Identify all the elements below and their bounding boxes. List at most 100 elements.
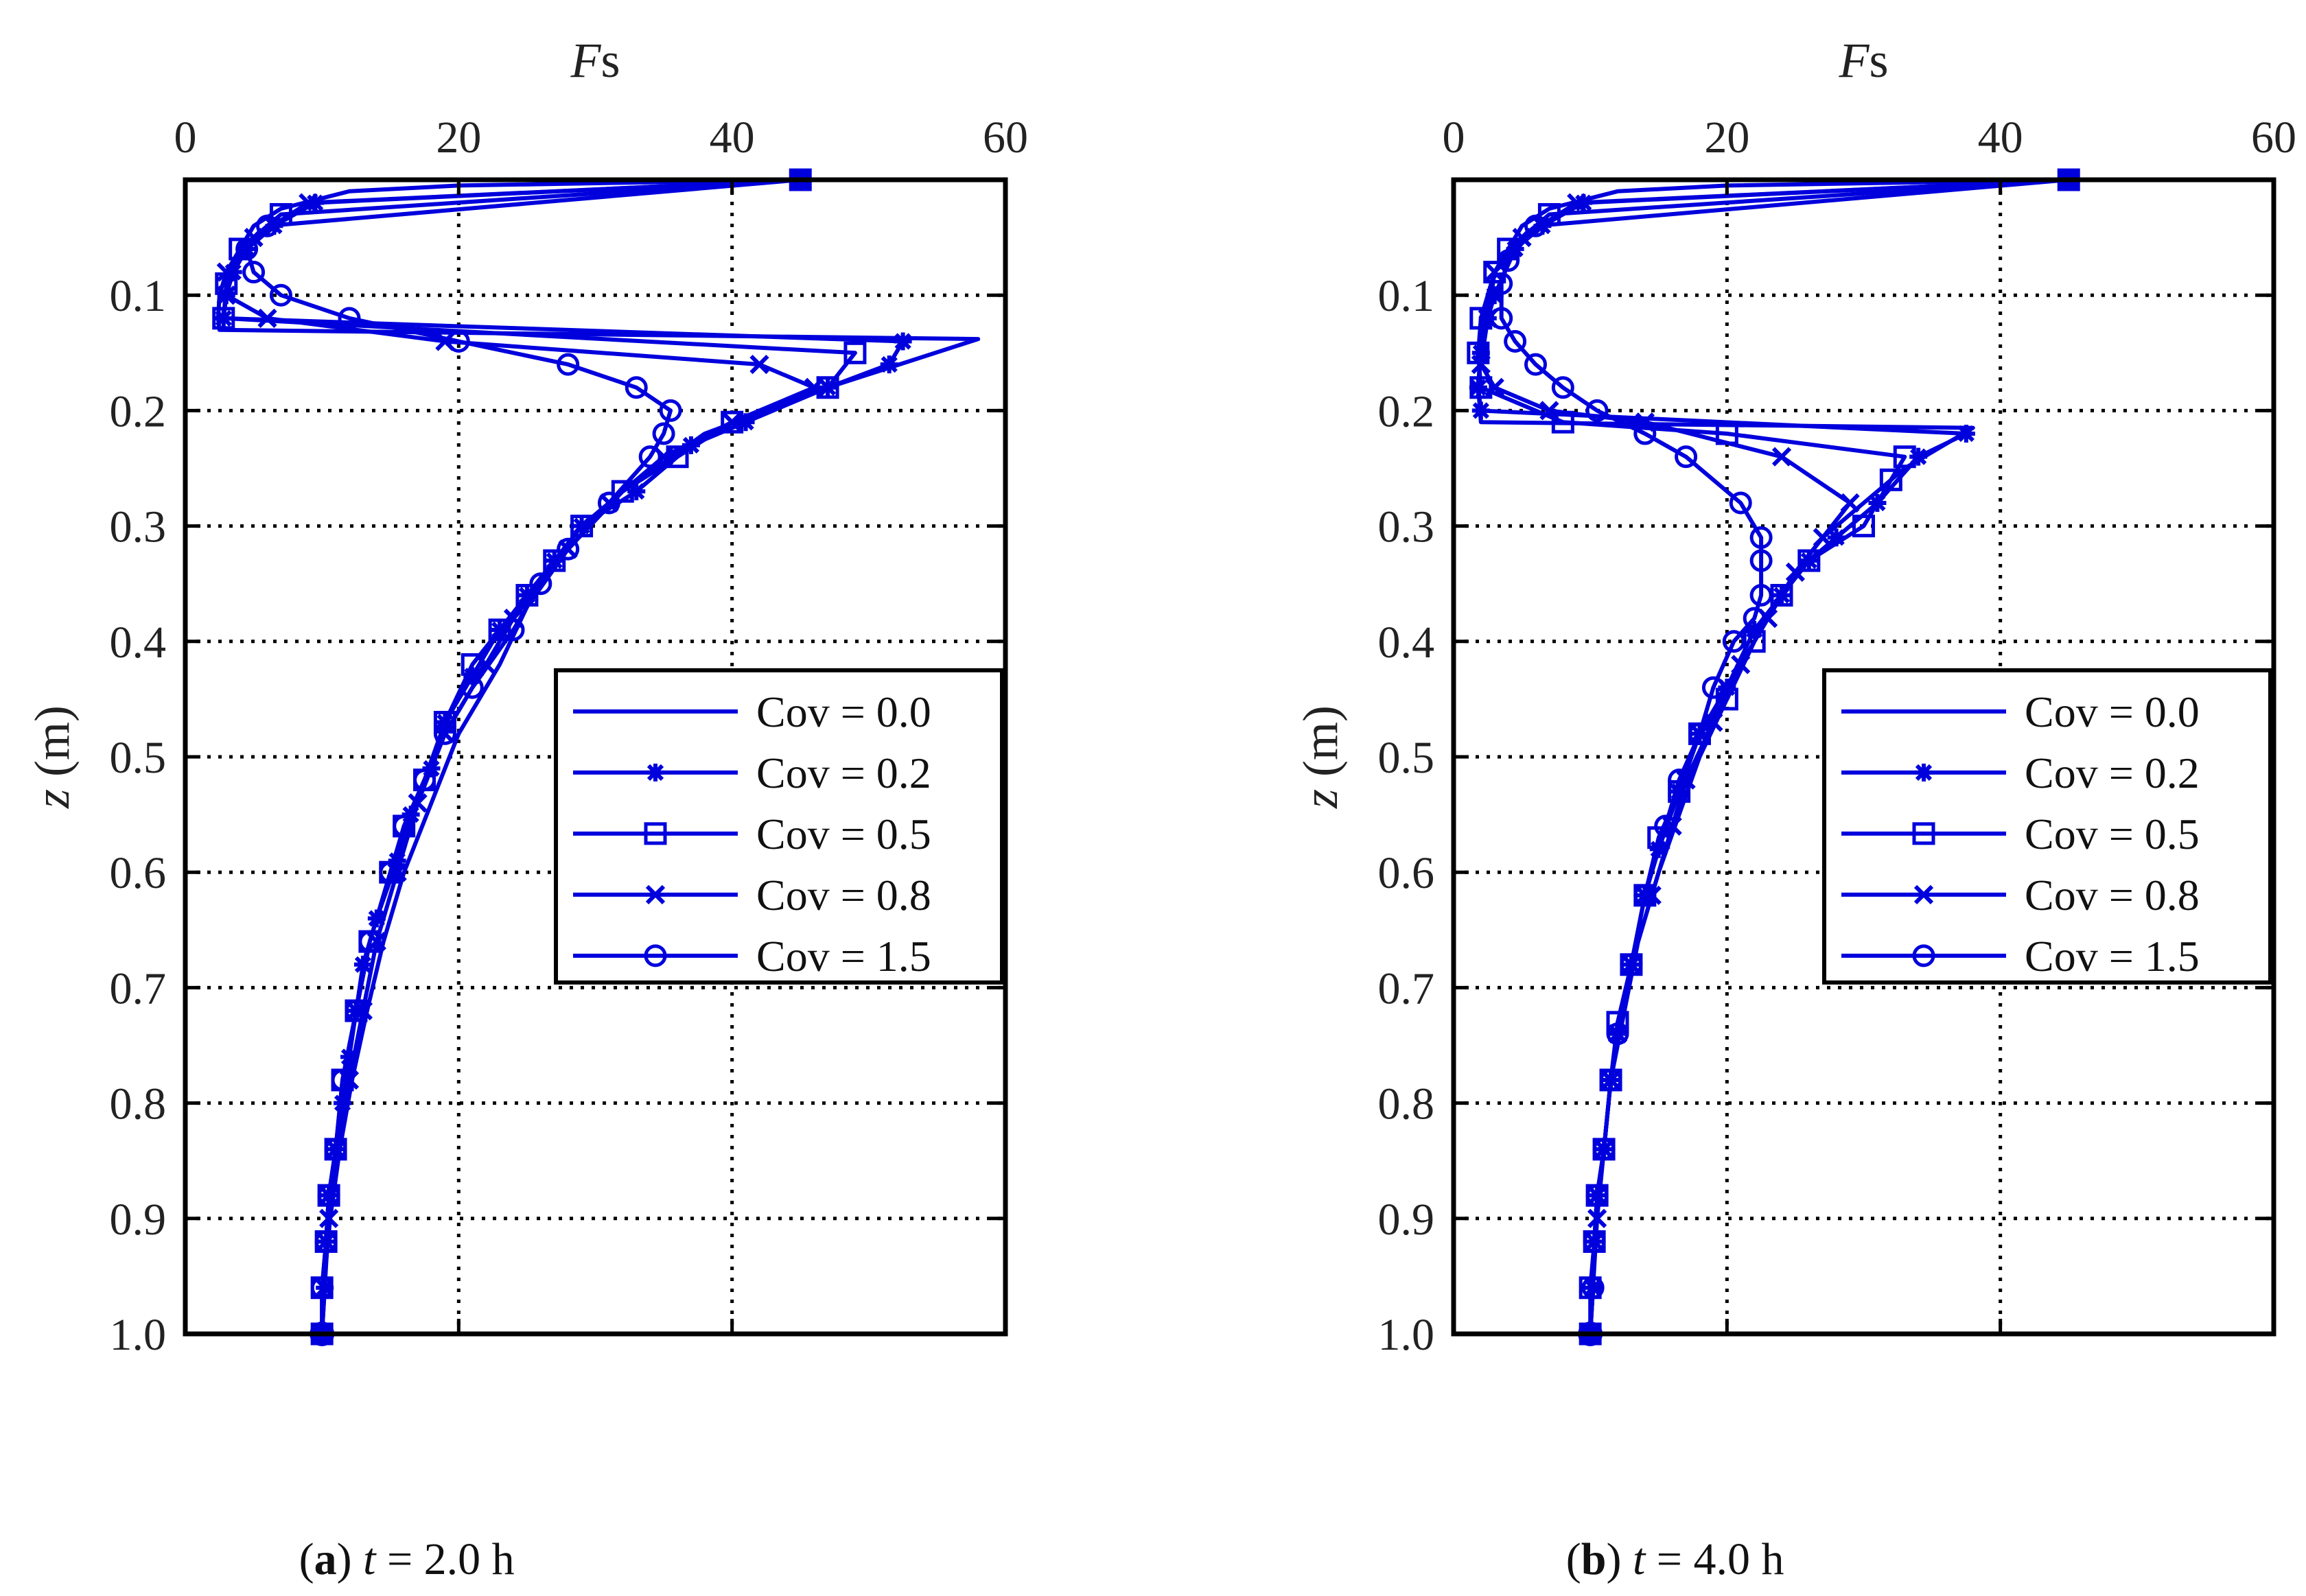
x-tick-label: 0 [174, 113, 197, 163]
data-point-circle-1 [256, 214, 279, 237]
data-point-circle-25 [317, 1184, 340, 1207]
legend-label: Cov = 0.2 [2025, 749, 2200, 797]
legend-entry: Cov = 0.0 [1841, 688, 2200, 736]
legend-label: Cov = 0.0 [756, 688, 931, 736]
y-axis-title-rest: (m) [1293, 705, 1348, 789]
data-point-circle-26 [314, 1230, 338, 1253]
legend-entry: Cov = 0.2 [1841, 749, 2200, 797]
panel-caption: (b) t = 4.0 h [1566, 1534, 1784, 1584]
x-axis-title-rest: s [601, 33, 620, 88]
y-tick-label: 0.2 [110, 386, 167, 436]
caption-variable: t [1633, 1534, 1646, 1584]
y-tick-label: 0.5 [110, 733, 167, 783]
y-tick-label: 0.4 [110, 618, 167, 668]
data-point-square-9 [611, 480, 634, 503]
data-point-square-11 [543, 549, 566, 572]
legend-entry: Cov = 0.2 [573, 749, 931, 797]
y-tick-label: 0.7 [110, 963, 167, 1013]
data-point-x-3 [216, 262, 236, 282]
data-point-star-10 [1909, 447, 1928, 466]
caption-paren: ( [1566, 1534, 1581, 1584]
legend-label: Cov = 1.5 [2025, 932, 2200, 981]
caption-paren: ) [337, 1534, 363, 1584]
data-point-circle-19 [1668, 768, 1691, 792]
y-tick-label: 0.2 [1378, 386, 1435, 436]
data-point-square-legend-2 [644, 822, 667, 845]
legend-label: Cov = 0.5 [756, 810, 931, 858]
caption-paren: ) [1606, 1534, 1632, 1584]
data-point-x-4 [216, 285, 236, 305]
y-axis-title-italic: z [25, 789, 80, 809]
x-tick-label: 60 [2251, 113, 2296, 163]
y-axis-title: z (m) [1293, 705, 1348, 809]
data-point-circle-13 [557, 537, 580, 561]
data-point-circle-7 [557, 353, 580, 376]
data-point-x-7 [749, 354, 769, 375]
data-point-star-7 [894, 332, 912, 351]
data-point-circle-5 [1504, 329, 1527, 353]
data-point-circle-4 [1490, 307, 1513, 330]
data-point-circle-24 [1599, 1068, 1622, 1092]
data-point-square-11 [1852, 515, 1875, 538]
y-tick-label: 0.4 [1378, 618, 1435, 668]
data-point-circle-20 [1654, 814, 1677, 838]
y-tick-label: 0.8 [1378, 1079, 1435, 1129]
data-point-star-8 [880, 355, 898, 374]
data-point-star-9 [1957, 425, 1975, 443]
data-point-circle-4 [269, 283, 292, 307]
data-point-circle-2 [235, 237, 259, 261]
data-point-square-10 [1879, 468, 1902, 491]
x-axis-title-italic: F [570, 33, 601, 88]
data-point-circle-24 [324, 1138, 347, 1161]
data-point-x-5 [1471, 354, 1491, 375]
data-point-circle-13 [1749, 549, 1773, 572]
legend-box [1822, 668, 2272, 985]
data-point-square-6 [816, 376, 839, 399]
legend: Cov = 0.0 Cov = 0.2 Cov = 0.5 Cov = 0.8 Cov … [1822, 668, 2272, 985]
data-point-square-6 [1469, 376, 1493, 399]
x-axis-title-italic: F [1838, 33, 1870, 88]
data-point-star-4 [224, 263, 242, 281]
panel-caption: (a) t = 2.0 h [299, 1534, 515, 1584]
caption-paren: ( [299, 1534, 314, 1584]
data-point-circle-6 [447, 329, 470, 353]
y-tick-label: 1.0 [1378, 1310, 1435, 1360]
y-tick-label: 0.6 [110, 848, 167, 898]
data-point-circle-17 [1701, 676, 1725, 699]
legend-label: Cov = 0.5 [2025, 810, 2200, 858]
y-axis-title: z (m) [25, 705, 80, 809]
caption-variable: t [363, 1534, 377, 1584]
data-point-circle-9 [1633, 422, 1657, 445]
data-point-x-10 [1840, 493, 1860, 513]
data-point-circle-22 [1620, 953, 1643, 976]
data-point-circle-27 [1583, 1230, 1606, 1253]
data-point-circle-14 [1749, 584, 1773, 607]
data-point-circle-9 [659, 399, 682, 422]
caption-letter: a [314, 1534, 337, 1584]
x-tick-label: 40 [1978, 113, 2023, 163]
data-point-circle-19 [393, 814, 416, 838]
legend-label: Cov = 0.0 [2025, 688, 2200, 736]
legend-label: Cov = 0.8 [756, 871, 931, 919]
y-tick-label: 0.6 [1378, 848, 1435, 898]
legend-entry: Cov = 0.5 [573, 810, 931, 858]
y-tick-label: 0.7 [1378, 963, 1435, 1013]
data-point-square-5 [843, 341, 867, 364]
data-point-star-16 [1718, 679, 1736, 697]
chart-panel-b: 0 20 40 60 0.1 0.2 0.3 0.4 0.5 0.6 0.7 0.8 0.9 1.0 Fs z… [1293, 33, 2296, 1584]
series-circle [235, 168, 812, 1346]
data-point-square-12 [1797, 549, 1821, 572]
data-point-circle-28 [1581, 1276, 1605, 1300]
data-point-circle-15 [502, 618, 525, 642]
data-point-star-4 [1485, 286, 1504, 305]
data-point-circle-legend-4 [644, 944, 667, 967]
legend-label: Cov = 0.8 [2025, 871, 2200, 919]
data-point-star-21 [388, 852, 406, 870]
data-point-square-4 [212, 307, 235, 330]
data-point-square-9 [1893, 445, 1916, 469]
x-axis-title: Fs [570, 33, 620, 88]
y-tick-label: 0.9 [1378, 1195, 1435, 1245]
data-point-circle-27 [310, 1276, 334, 1300]
x-tick-label: 20 [1704, 113, 1749, 163]
